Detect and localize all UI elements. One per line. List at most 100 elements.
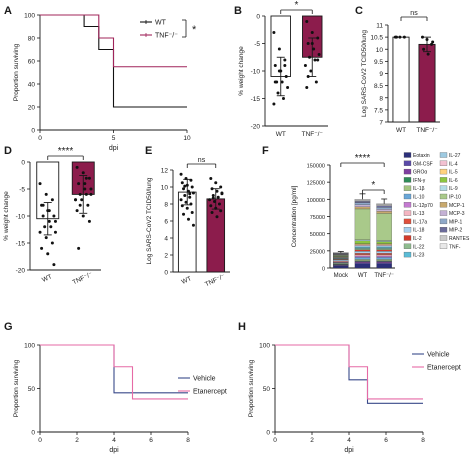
data-point (422, 47, 426, 51)
data-point (185, 206, 189, 210)
series-line-Etanercept (40, 344, 188, 400)
x-axis-label: dpi (344, 447, 354, 454)
legend-label: MIP-2 (449, 228, 463, 234)
data-point (182, 212, 186, 216)
stack-segment-IL-12p70 (354, 255, 371, 258)
y-tick-label: 100 (259, 343, 270, 350)
data-point (211, 194, 215, 197)
x-tick-label: Mock (334, 273, 349, 279)
y-tick-label: 6 (164, 219, 168, 226)
significance-label: **** (355, 153, 371, 164)
y-tick-label: 80 (28, 36, 36, 43)
x-tick-label: WT (276, 131, 286, 138)
data-point (305, 20, 309, 23)
data-point (189, 202, 193, 206)
data-point (402, 35, 406, 39)
y-tick-label: 0 (266, 430, 270, 437)
y-tick-label: -5 (254, 41, 260, 48)
y-tick-label: 11 (376, 23, 383, 30)
legend-swatch (439, 243, 448, 249)
bar-WT (392, 36, 410, 123)
data-point (44, 236, 48, 240)
data-point (273, 80, 277, 84)
data-point (214, 206, 218, 210)
y-tick-label: -20 (251, 124, 261, 131)
x-tick-label: WT (41, 273, 53, 284)
legend-label: Vehicle (193, 376, 216, 383)
legend-swatch (403, 152, 412, 158)
legend-label: IL-22 (413, 244, 425, 250)
y-tick-label: 150000 (307, 164, 325, 170)
x-tick-label: TNF⁻/⁻ (204, 273, 227, 289)
data-point (189, 178, 193, 182)
data-point (184, 177, 188, 180)
y-axis-label: Concentration [pg/ml] (291, 185, 298, 247)
y-tick-label: 0 (21, 160, 25, 167)
stack-segment-IL-23 (376, 246, 392, 249)
y-tick-label: 10 (376, 47, 384, 54)
legend-label: IL-2 (413, 236, 422, 242)
legend-label: IP-10 (449, 195, 461, 201)
data-point (183, 194, 187, 197)
data-point (87, 219, 91, 223)
legend-swatch (439, 193, 448, 200)
legend-label: IL-1β (413, 186, 425, 192)
data-point (185, 183, 189, 187)
stack-segment-IL-10 (354, 257, 371, 260)
y-tick-label: 100000 (307, 198, 325, 204)
legend-label: MCP-1 (449, 203, 465, 209)
data-point (43, 225, 47, 229)
data-point (53, 219, 57, 223)
y-tick-label: -10 (251, 69, 261, 76)
stack-segment-MIP-1 (376, 207, 392, 210)
data-point (40, 246, 44, 250)
data-point (186, 189, 190, 193)
data-point (46, 252, 50, 256)
bar-TNF⁻/⁻ (206, 198, 226, 273)
y-tick-label: 100 (24, 13, 35, 20)
data-point (276, 91, 280, 95)
data-point (430, 42, 434, 46)
data-point (394, 35, 398, 39)
data-point (188, 195, 192, 199)
data-point (426, 52, 430, 56)
y-tick-label: 8 (164, 202, 168, 209)
data-point (49, 225, 53, 229)
data-point (77, 182, 81, 186)
data-point (179, 172, 183, 176)
data-point (272, 31, 276, 34)
y-tick-label: 0 (256, 14, 260, 21)
data-point (182, 187, 186, 191)
data-point (280, 80, 284, 84)
data-point (209, 204, 213, 208)
legend-swatch (403, 235, 412, 241)
legend-swatch (439, 185, 448, 191)
y-tick-label: 9 (379, 71, 383, 78)
x-tick-label: WT (181, 275, 193, 286)
data-point (188, 192, 192, 196)
data-point (47, 209, 51, 213)
data-point (313, 58, 317, 62)
y-tick-label: 10 (161, 185, 169, 192)
data-point (306, 75, 310, 78)
data-point (53, 230, 57, 234)
x-tick-label: 2 (75, 437, 79, 444)
x-tick-label: 5 (112, 135, 116, 142)
legend-swatch (403, 218, 412, 225)
legend-label: IFN-γ (413, 178, 426, 184)
data-point (190, 211, 194, 214)
data-point (309, 69, 313, 73)
stack-segment-IL-18 (333, 259, 349, 261)
data-point (41, 203, 45, 207)
y-tick-label: 12 (161, 168, 169, 175)
y-tick-label: 60 (28, 59, 36, 66)
stack-segment-IL-18 (354, 251, 371, 254)
legend-swatch (403, 210, 412, 216)
y-tick-label: 40 (28, 82, 36, 89)
panel-label-h: H (238, 321, 246, 333)
y-tick-label: 0 (31, 430, 35, 437)
stack-segment-Eotaxin (376, 263, 392, 269)
significance-label: ns (198, 157, 206, 164)
panel-label-a: A (4, 5, 12, 17)
